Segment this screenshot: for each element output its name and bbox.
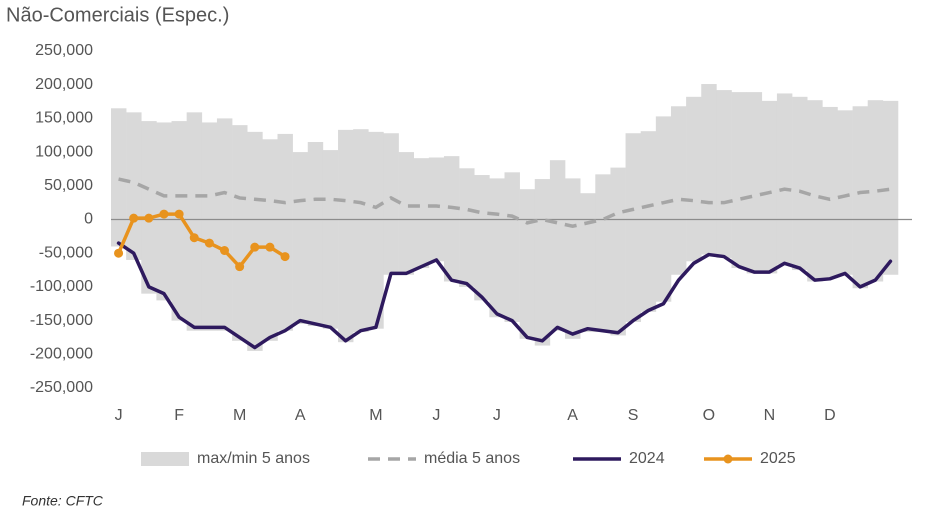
- band-bar: [565, 178, 581, 339]
- band-bar: [534, 179, 551, 346]
- chart-title: Não-Comerciais (Espec.): [6, 4, 229, 26]
- band-bar: [413, 158, 430, 269]
- legend-marker: [723, 454, 733, 464]
- band-bar: [216, 118, 233, 331]
- band-bar: [625, 133, 642, 322]
- legend-label: 2024: [629, 450, 665, 467]
- band-bar: [580, 193, 596, 333]
- band-bar: [353, 129, 369, 333]
- x-tick-label: J: [115, 407, 123, 424]
- band-bar: [595, 174, 611, 333]
- band-bar: [171, 121, 187, 321]
- band-bar: [232, 125, 248, 341]
- line: [116, 241, 893, 350]
- y-tick-label: -150,000: [30, 312, 93, 329]
- band-bar: [322, 150, 339, 329]
- band-bar: [701, 84, 717, 255]
- source: Fonte: CFTC: [22, 493, 104, 509]
- band-bar: [262, 139, 278, 341]
- point: [144, 213, 154, 223]
- x-tick-label: J: [493, 407, 501, 424]
- band-bar: [383, 133, 399, 275]
- x-tick-label: J: [432, 407, 440, 424]
- band-bar: [111, 108, 127, 247]
- point: [250, 242, 260, 252]
- y-tick-label: 50,000: [44, 177, 93, 194]
- band-bar: [519, 189, 536, 339]
- point: [189, 233, 199, 243]
- x-tick-label: M: [233, 407, 246, 424]
- y-tick-label: -100,000: [30, 278, 93, 295]
- band-bar: [428, 157, 445, 262]
- band-bar: [640, 131, 657, 312]
- band-bar: [443, 156, 460, 282]
- y-tick-label: 200,000: [35, 76, 93, 93]
- y-tick-label: -200,000: [30, 346, 93, 363]
- band-bar: [852, 106, 869, 289]
- band-bar: [307, 141, 324, 326]
- band-bar: [610, 167, 626, 336]
- legend-swatch: [141, 452, 189, 466]
- y-tick-label: -50,000: [39, 244, 93, 261]
- band-bar: [822, 106, 838, 279]
- mean-line: [118, 177, 891, 229]
- x-tick-label: M: [369, 407, 382, 424]
- band-bar: [489, 178, 505, 318]
- band-bar: [549, 160, 566, 331]
- band-bar: [746, 92, 763, 274]
- band-bar: [459, 168, 475, 287]
- band-bar: [655, 116, 672, 302]
- band-bar: [776, 93, 793, 265]
- point: [280, 252, 290, 262]
- band-bar: [792, 96, 808, 271]
- x-tick-label: N: [764, 407, 776, 424]
- y-tick-label: -250,000: [30, 379, 93, 396]
- point: [114, 248, 124, 258]
- band-bar: [368, 131, 384, 329]
- band-bar: [292, 152, 309, 324]
- band-bar: [504, 172, 520, 322]
- band-bar: [201, 122, 218, 331]
- x-tick-label: O: [703, 407, 715, 424]
- band-bar: [670, 106, 687, 275]
- y-tick-label: 100,000: [35, 143, 93, 160]
- band-bar: [686, 96, 702, 262]
- x-tick-label: A: [567, 407, 578, 424]
- x-tick-label: F: [174, 407, 184, 424]
- point: [129, 213, 139, 223]
- band-bar: [398, 152, 414, 275]
- band-bar: [807, 100, 823, 282]
- band-bar: [247, 131, 263, 351]
- point: [159, 209, 169, 219]
- band-bar: [716, 90, 732, 258]
- y-tick-label: 150,000: [35, 110, 93, 127]
- legend-label: 2025: [760, 450, 796, 467]
- point: [235, 262, 245, 272]
- x-tick-label: S: [628, 407, 639, 424]
- point: [265, 242, 275, 252]
- band-bar: [761, 100, 778, 274]
- band-bar: [474, 175, 490, 301]
- point: [204, 238, 214, 248]
- band-bar: [186, 112, 203, 331]
- band-bar: [141, 121, 157, 294]
- x-tick-label: A: [295, 407, 306, 424]
- legend-label: média 5 anos: [424, 450, 520, 467]
- band-bar: [338, 129, 354, 343]
- point: [174, 209, 184, 219]
- band-bar: [731, 92, 747, 269]
- band-bar: [867, 100, 884, 282]
- y-tick-label: 250,000: [35, 42, 93, 59]
- band-bar: [277, 133, 293, 331]
- band-bar: [882, 100, 899, 275]
- legend-label: max/min 5 anos: [197, 450, 310, 467]
- x-tick-label: D: [824, 407, 836, 424]
- band-bar: [837, 110, 853, 275]
- y-tick-label: 0: [84, 211, 93, 228]
- point: [220, 246, 230, 256]
